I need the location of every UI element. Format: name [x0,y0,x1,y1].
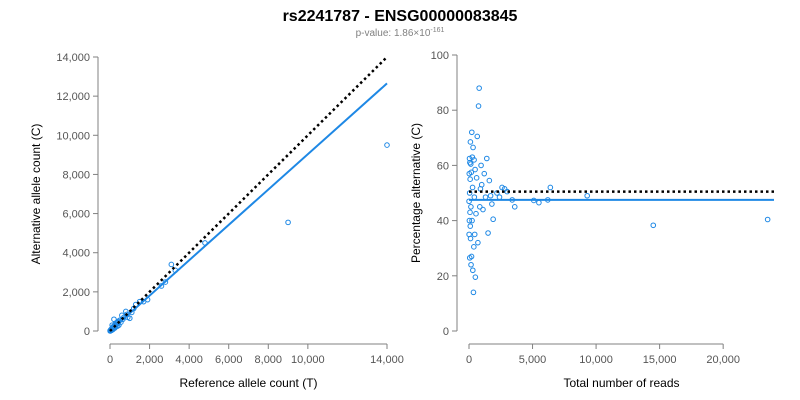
data-point [475,103,482,109]
regression-line [109,82,388,332]
data-point [162,279,169,285]
data-point [468,204,474,210]
data-point [472,166,478,173]
y-tick-label: 0 [84,326,90,338]
data-point [469,184,476,191]
y-tick-label: 14,000 [56,52,90,64]
data-point [466,231,472,238]
data-point [482,194,489,200]
y-tick-label: 40 [437,216,449,228]
data-point [384,142,390,148]
data-point [471,194,478,200]
data-point [470,289,477,296]
y-tick-label: 6,000 [62,209,90,221]
data-point [467,139,474,145]
p-value-text: p-value: 1.86×10 [356,28,431,39]
x-tick-label: 8,000 [255,354,283,366]
data-point [473,175,480,181]
y-tick-label: 20 [437,271,449,283]
data-point [466,170,473,177]
y-axis-title: Alternative allele count (C) [29,124,43,265]
data-point [469,154,476,160]
data-point [470,267,476,274]
data-point [468,129,475,136]
x-tick-label: 10,000 [579,354,613,366]
data-point [547,184,554,191]
data-point [483,155,490,162]
data-point [499,184,505,191]
x-tick-label: 0 [466,354,472,366]
data-point [168,261,175,268]
y-tick-label: 100 [431,50,449,62]
x-tick-label: 14,000 [370,354,404,366]
x-tick-label: 20,000 [706,354,740,366]
data-point [584,192,590,199]
data-point [650,222,657,229]
data-point [476,85,482,91]
data-point [480,206,486,213]
y-axis-title: Percentage alternative (C) [409,123,423,263]
y-tick-label: 2,000 [62,287,90,299]
data-point [489,201,495,207]
data-point [473,210,479,217]
y-tick-label: 0 [443,326,449,338]
left-scatter-panel: 0 2,000 4,000 6,000 8,000 10,000 12,000 14,000 0… [29,52,404,390]
x-tick-label: 0 [107,354,113,366]
x-tick-label: 15,000 [643,354,677,366]
y-tick-label: 60 [437,160,449,172]
data-point [486,177,493,184]
data-point [471,244,477,250]
data-point [467,209,473,216]
data-point [469,217,475,224]
x-tick-label: 5,000 [519,354,547,366]
p-value-exponent: -161 [430,27,444,34]
data-point [487,192,494,199]
data-point [466,255,473,261]
data-point [466,217,473,224]
y-tick-label: 12,000 [56,91,90,103]
data-point [471,231,478,238]
y-tick-label: 80 [437,105,449,117]
chart-title: rs2241787 - ENSG00000083845 [283,8,518,25]
data-point [478,162,484,169]
y-tick-label: 10,000 [56,130,90,142]
data-point [490,216,496,223]
chart-subtitle: p-value: 1.86×10-161 [356,27,445,39]
x-axis-title: Total number of reads [563,376,679,390]
y-tick-label: 8,000 [62,169,90,181]
data-point [481,170,488,177]
data-point [107,328,113,334]
x-tick-label: 10,000 [291,354,325,366]
data-point [111,316,117,323]
data-point [123,308,129,315]
data-point [475,239,481,246]
data-point [467,176,473,182]
data-point [477,204,483,210]
x-tick-label: 6,000 [215,354,243,366]
x-tick-label: 4,000 [175,354,203,366]
data-point [536,199,542,206]
data-point [466,155,473,162]
data-point [470,144,476,151]
x-tick-label: 2,000 [136,354,164,366]
data-point [485,230,491,236]
data-point [285,219,291,226]
data-point [467,223,474,229]
data-point [472,274,479,280]
data-point [511,204,518,210]
data-point [764,216,771,223]
data-point [474,133,481,140]
data-point [468,261,474,268]
x-axis-title: Reference allele count (T) [179,376,317,390]
y-tick-label: 4,000 [62,248,90,260]
reference-line [109,56,388,332]
right-scatter-panel: 0 20 40 60 80 100 0 5,000 10,000 15,000 20,000 Tota… [409,50,774,390]
